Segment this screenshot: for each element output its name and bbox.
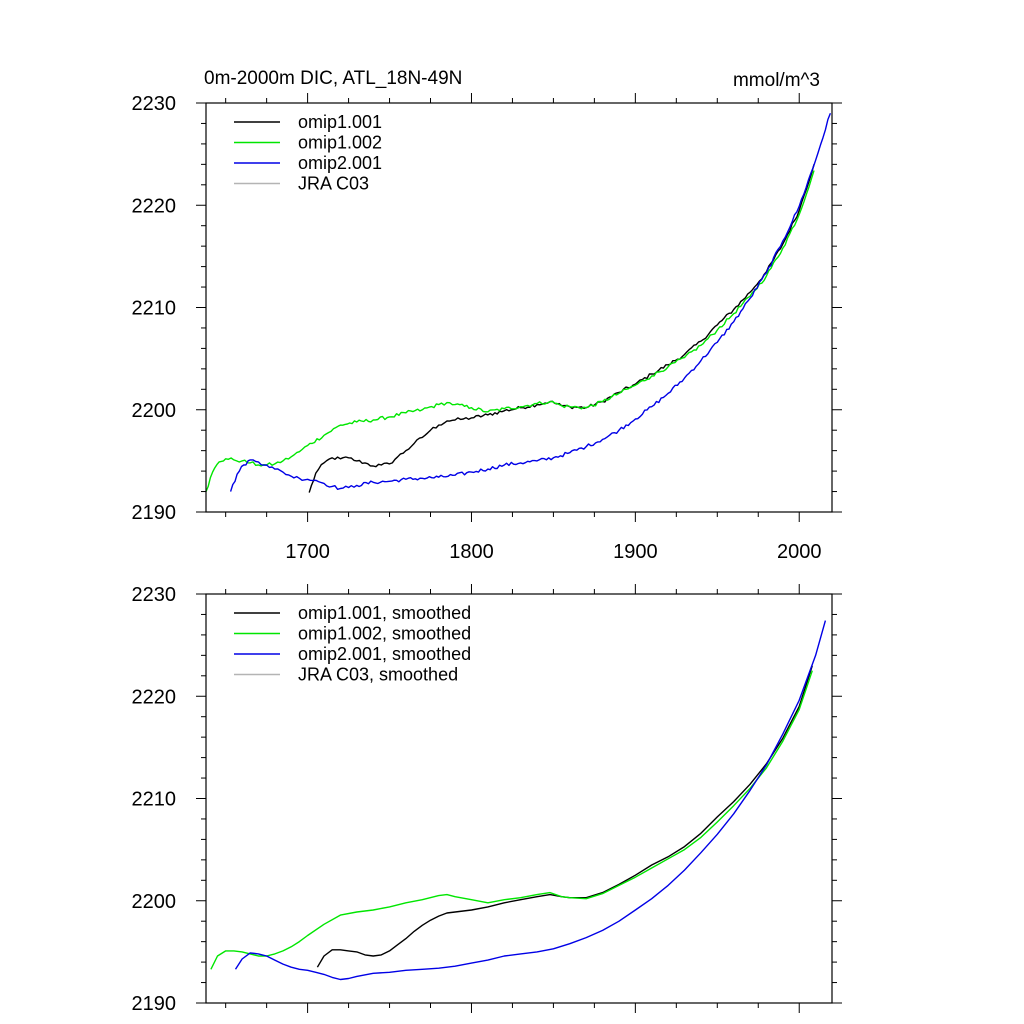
legend-label: omip2.001, smoothed xyxy=(298,644,471,664)
y-tick-label: 2210 xyxy=(132,789,177,811)
x-tick-label: 1900 xyxy=(613,541,658,563)
legend-label: omip2.001 xyxy=(298,153,382,173)
y-tick-label: 2230 xyxy=(132,584,177,606)
legend-label: JRA C03 xyxy=(298,174,369,194)
y-tick-label: 2200 xyxy=(132,400,177,422)
y-tick-label: 2230 xyxy=(132,93,177,115)
series-line-2 xyxy=(205,170,815,492)
legend-label: omip1.001, smoothed xyxy=(298,603,471,623)
legend-label: omip1.002, smoothed xyxy=(298,624,471,644)
units-label: mmol/m^3 xyxy=(733,70,820,91)
legend-label: omip1.001 xyxy=(298,112,382,132)
top-panel: 1700 1800 1900 2000 2190 2200 2210 2220 2230 omip… xyxy=(132,93,842,563)
chart-title: 0m-2000m DIC, ATL_18N-49N xyxy=(204,68,462,89)
series-line-3 xyxy=(229,112,832,492)
x-tick-label: 1700 xyxy=(285,541,330,563)
y-tick-label: 2190 xyxy=(132,993,177,1015)
y-tick-label: 2190 xyxy=(132,502,177,524)
series-line-1 xyxy=(308,164,815,493)
legend-label: omip1.002 xyxy=(298,133,382,153)
legend-label: JRA C03, smoothed xyxy=(298,665,458,685)
y-tick-label: 2210 xyxy=(132,298,177,320)
y-tick-label: 2220 xyxy=(132,195,177,217)
series-line-3 xyxy=(234,620,827,981)
series-line-2 xyxy=(210,670,813,970)
y-tick-label: 2220 xyxy=(132,686,177,708)
x-tick-label: 2000 xyxy=(777,541,822,563)
x-tick-label: 1800 xyxy=(449,541,494,563)
series-line-1 xyxy=(316,665,813,968)
y-tick-label: 2200 xyxy=(132,891,177,913)
